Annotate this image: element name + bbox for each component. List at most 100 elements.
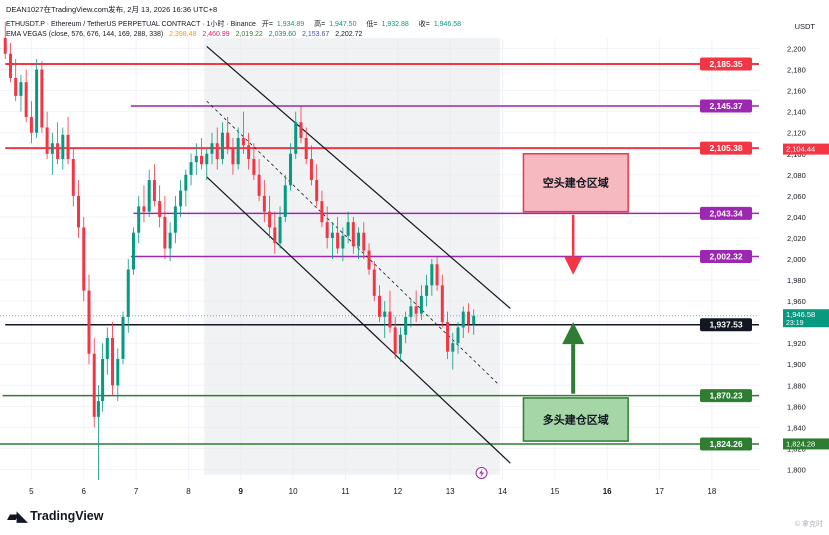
level-badge[interactable] (700, 206, 752, 220)
candle-body[interactable] (19, 82, 23, 96)
candle-body[interactable] (137, 206, 141, 233)
candle-body[interactable] (268, 211, 272, 228)
candle-body[interactable] (294, 122, 298, 154)
candle-body[interactable] (158, 201, 162, 217)
candle-body[interactable] (82, 227, 86, 291)
candle-body[interactable] (50, 143, 54, 154)
candle-body[interactable] (126, 269, 130, 317)
candle-body[interactable] (35, 69, 39, 133)
candle-body[interactable] (351, 222, 355, 247)
candle-body[interactable] (200, 155, 204, 165)
candle-body[interactable] (189, 162, 193, 175)
candle-body[interactable] (252, 159, 256, 175)
candle-body[interactable] (173, 206, 177, 233)
candle-body[interactable] (152, 180, 156, 202)
candle-body[interactable] (472, 315, 476, 325)
candle-body[interactable] (435, 264, 439, 286)
candle-body[interactable] (257, 174, 261, 196)
candle-body[interactable] (414, 306, 418, 314)
candle-body[interactable] (24, 82, 28, 117)
candle-body[interactable] (210, 143, 214, 154)
candle-body[interactable] (404, 316, 408, 335)
level-badge[interactable] (700, 437, 752, 451)
candle-body[interactable] (466, 311, 470, 325)
candle-body[interactable] (320, 201, 324, 223)
candle-body[interactable] (362, 232, 366, 251)
zone-box[interactable] (522, 153, 629, 213)
candle-body[interactable] (40, 69, 44, 128)
candle-body[interactable] (61, 134, 65, 160)
candle-body[interactable] (346, 222, 350, 236)
candle-body[interactable] (29, 116, 33, 133)
candle-body[interactable] (451, 343, 455, 352)
candle-body[interactable] (14, 77, 18, 96)
level-badge[interactable] (700, 389, 752, 403)
candle-body[interactable] (383, 311, 387, 317)
candle-body[interactable] (388, 311, 392, 328)
candle-body[interactable] (215, 143, 219, 160)
candle-body[interactable] (101, 358, 105, 402)
level-badge[interactable] (700, 99, 752, 113)
candle-body[interactable] (116, 358, 120, 386)
candle-body[interactable] (205, 153, 209, 165)
level-badge[interactable] (700, 250, 752, 264)
candle-body[interactable] (226, 132, 230, 149)
candle-body[interactable] (461, 311, 465, 328)
candle-body[interactable] (357, 232, 361, 247)
candle-body[interactable] (220, 132, 224, 160)
candle-body[interactable] (66, 134, 70, 160)
candle-body[interactable] (96, 401, 100, 417)
candle-body[interactable] (393, 327, 397, 354)
level-badge[interactable] (700, 318, 752, 332)
candle-body[interactable] (131, 232, 135, 270)
candle-body[interactable] (378, 295, 381, 317)
tradingview-logo[interactable]: ▰◣ TradingView (7, 507, 103, 525)
candle-body[interactable] (446, 322, 450, 352)
candle-body[interactable] (304, 137, 308, 160)
candle-body[interactable] (147, 180, 151, 212)
candle-body[interactable] (341, 235, 345, 249)
candle-body[interactable] (45, 127, 49, 154)
candle-body[interactable] (231, 148, 235, 165)
candle-body[interactable] (71, 159, 75, 196)
candle-body[interactable] (289, 153, 293, 186)
candle-body[interactable] (419, 295, 423, 314)
candle-body[interactable] (168, 232, 172, 249)
candle-body[interactable] (430, 264, 434, 286)
candle-body[interactable] (336, 232, 340, 249)
candle-body[interactable] (184, 174, 188, 191)
candle-body[interactable] (77, 195, 81, 228)
candle-body[interactable] (330, 232, 334, 238)
level-badge[interactable] (700, 57, 752, 71)
candle-body[interactable] (3, 38, 7, 54)
candle-body[interactable] (409, 306, 413, 317)
candle-body[interactable] (440, 285, 444, 323)
candle-body[interactable] (325, 222, 329, 238)
candle-body[interactable] (87, 290, 91, 354)
candle-body[interactable] (425, 285, 429, 296)
candle-body[interactable] (8, 53, 12, 78)
candle-body[interactable] (262, 195, 266, 212)
candle-body[interactable] (278, 216, 282, 244)
candle-body[interactable] (121, 316, 125, 359)
candle-body[interactable] (163, 216, 167, 249)
candle-body[interactable] (241, 137, 245, 146)
candle-body[interactable] (247, 145, 251, 160)
candle-body[interactable] (179, 190, 183, 207)
candle-body[interactable] (299, 122, 303, 138)
candle-body[interactable] (398, 334, 402, 354)
level-badge[interactable] (700, 141, 752, 155)
candle-body[interactable] (372, 269, 376, 296)
zone-box[interactable] (522, 397, 629, 442)
candle-body[interactable] (194, 155, 198, 163)
candle-body[interactable] (309, 159, 313, 181)
candle-body[interactable] (56, 143, 60, 160)
candle-body[interactable] (105, 337, 109, 359)
indicator-legend[interactable]: EMA VEGAS (close, 576, 676, 144, 169, 28… (6, 31, 366, 38)
candle-body[interactable] (92, 353, 96, 417)
candle-body[interactable] (456, 327, 460, 344)
candle-body[interactable] (315, 180, 319, 202)
candle-body[interactable] (142, 206, 146, 212)
candle-body[interactable] (367, 250, 371, 270)
